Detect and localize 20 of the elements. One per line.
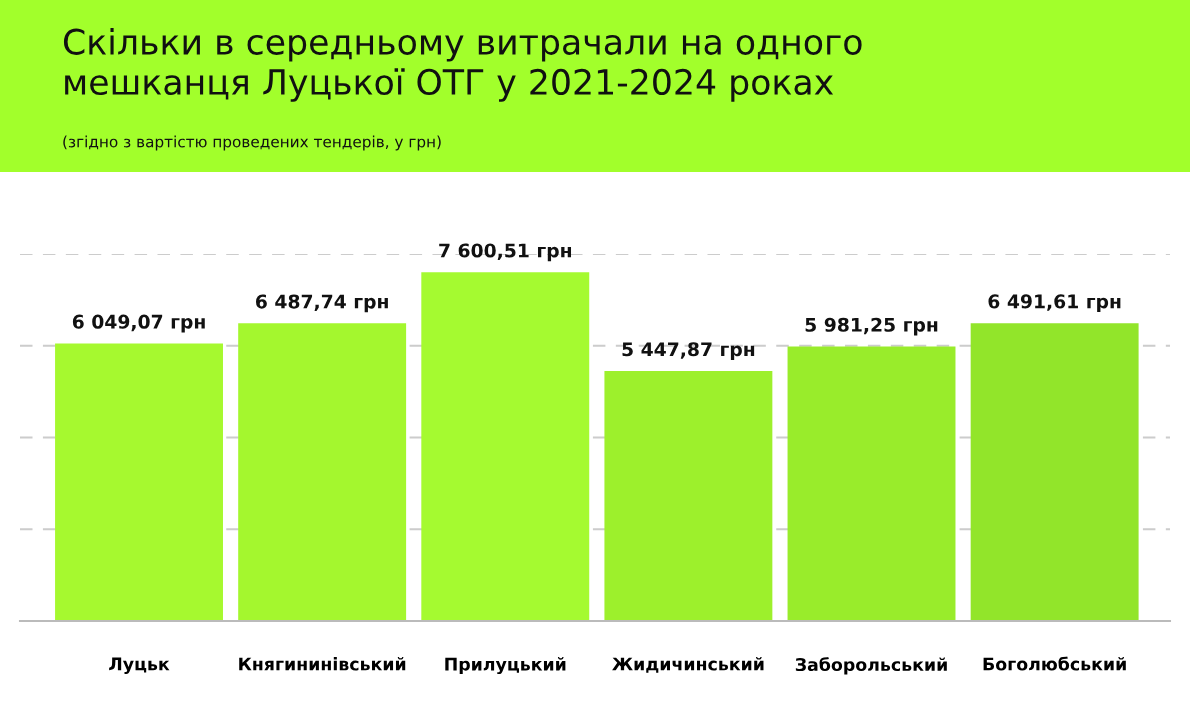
chart-subtitle: (згідно з вартістю проведених тендерів, у грн) <box>63 135 441 151</box>
x-tick-label: Жидичинський <box>612 657 764 673</box>
x-tick-label: Княгининівський <box>239 657 406 671</box>
bar <box>238 323 407 621</box>
data-label: 6 491,61 грн <box>988 294 1121 313</box>
bar <box>421 272 590 621</box>
x-tick-label: Боголюбський <box>983 656 1126 671</box>
x-tick-label: Луцьк <box>109 657 170 674</box>
data-label: 5 981,25 грн <box>805 317 938 336</box>
data-label: 5 447,87 грн <box>622 342 755 360</box>
bar <box>970 323 1139 621</box>
data-label: 6 487,74 грн <box>256 294 388 313</box>
x-tick-label: Заборольський <box>795 657 947 675</box>
chart-title: Скільки в середньому витрачали на одного мешканця Луцької ОТГ у 2021-2024 роках <box>63 28 862 102</box>
bar <box>55 343 223 621</box>
x-tick-label: Прилуцький <box>445 657 566 675</box>
bar <box>604 371 773 621</box>
data-label: 6 049,07 грн <box>72 314 205 333</box>
data-label: 7 600,51 грн <box>439 243 572 262</box>
bar <box>787 346 956 621</box>
